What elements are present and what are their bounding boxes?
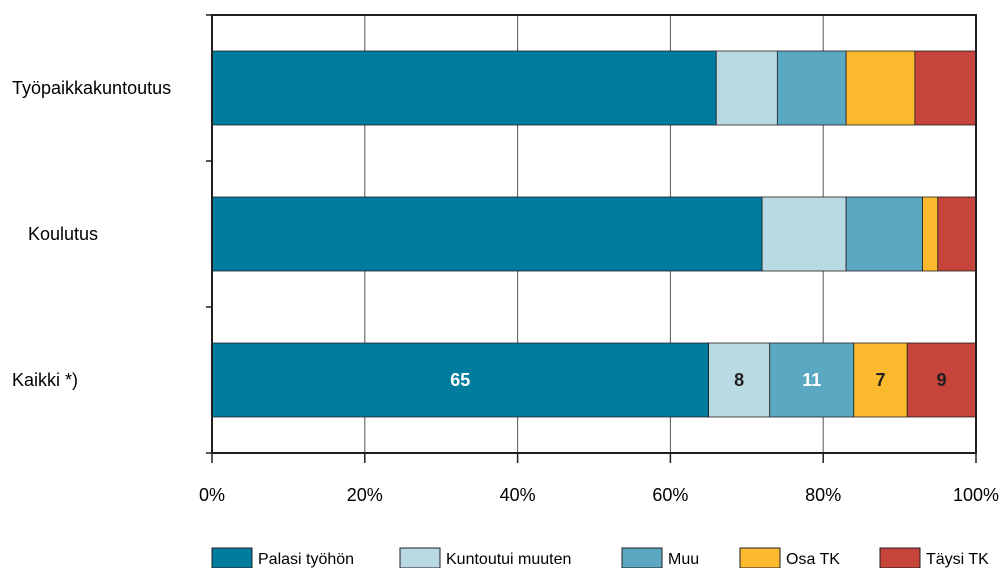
data-label: 7 <box>875 370 885 390</box>
x-tick-labels: 0% 20% 40% 60% 80% 100% <box>199 485 999 505</box>
bar-segment <box>708 342 771 418</box>
x-tick-label: 100% <box>953 485 999 505</box>
bar-segment <box>769 342 855 418</box>
x-tick-label: 40% <box>500 485 536 505</box>
bar-segment <box>853 342 908 418</box>
bar-segment <box>922 196 939 272</box>
data-label: 11 <box>802 370 821 390</box>
x-tick-label: 0% <box>199 485 225 505</box>
legend-swatch <box>739 547 781 568</box>
legend-swatch <box>399 547 441 568</box>
data-label: 65 <box>450 370 470 390</box>
bar-segment <box>914 50 977 126</box>
bar-segment <box>715 50 778 126</box>
bar-segment <box>906 342 977 418</box>
legend-label: Kuntoutui muuten <box>446 551 571 568</box>
legend-swatch <box>211 547 253 568</box>
category-label: Työpaikkakuntoutus <box>12 78 171 98</box>
x-tick-label: 20% <box>347 485 383 505</box>
bar-segment <box>937 196 977 272</box>
bar-segment <box>211 342 710 418</box>
category-labels: Työpaikkakuntoutus Koulutus Kaikki *) <box>12 78 171 390</box>
axes <box>206 14 977 463</box>
x-tick-label: 60% <box>652 485 688 505</box>
data-label: 8 <box>734 370 744 390</box>
legend-label: Muu <box>668 551 699 568</box>
bar-segment <box>776 50 847 126</box>
bars: 65 8 11 7 9 <box>211 50 977 418</box>
legend-swatch <box>621 547 663 568</box>
bar-segment <box>845 50 916 126</box>
bar-segment <box>211 196 763 272</box>
x-tick-label: 80% <box>805 485 841 505</box>
plot-frame <box>211 14 977 454</box>
legend-swatch <box>879 547 921 568</box>
data-label: 9 <box>937 370 947 390</box>
bar-segment <box>761 196 847 272</box>
legend-label: Palasi työhön <box>258 551 354 568</box>
legend: Palasi työhön Kuntoutui muuten Muu Osa TK Tä… <box>211 547 989 568</box>
category-label: Koulutus <box>28 224 98 244</box>
category-label: Kaikki *) <box>12 370 78 390</box>
bar-segment <box>845 196 923 272</box>
legend-label: Täysi TK <box>926 551 989 568</box>
legend-label: Osa TK <box>786 551 840 568</box>
bar-segment <box>211 50 717 126</box>
